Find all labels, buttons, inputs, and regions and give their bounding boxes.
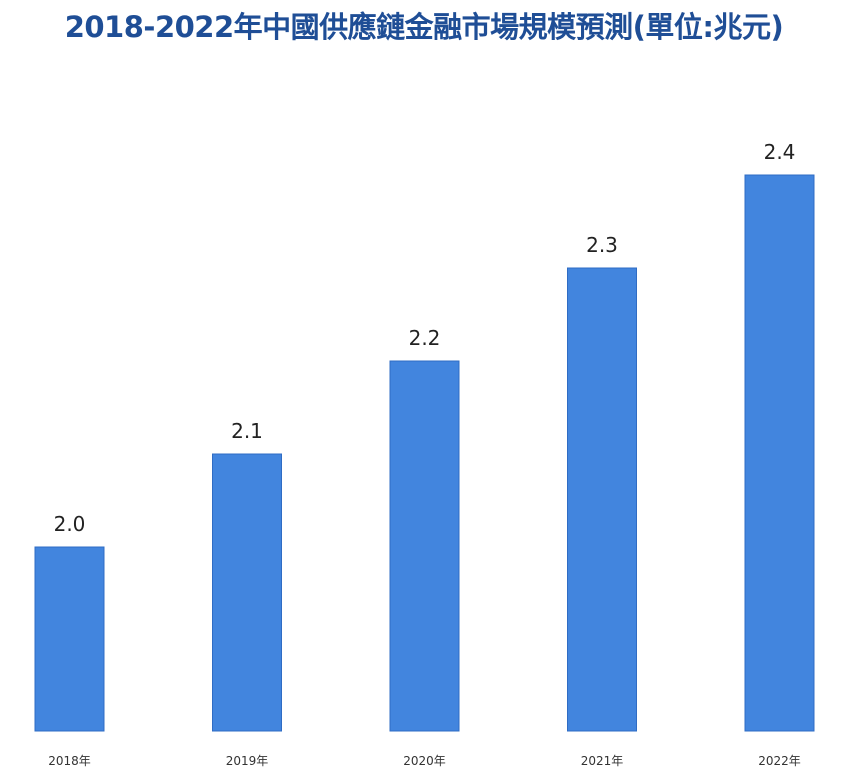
data-label-4: 2.4 <box>764 140 796 164</box>
bar-1 <box>212 453 282 732</box>
x-tick-label-2: 2020年 <box>403 754 446 768</box>
x-tick-label-4: 2022年 <box>758 754 801 768</box>
bar-2 <box>389 360 460 732</box>
data-label-3: 2.3 <box>586 233 618 257</box>
data-labels-layer: 2.0 2.1 2.2 2.3 2.4 <box>54 140 796 536</box>
bar-3 <box>567 267 637 732</box>
data-label-2: 2.2 <box>409 326 441 350</box>
x-tick-labels-layer: 2018年 2019年 2020年 2021年 2022年 <box>48 754 801 768</box>
x-tick-label-1: 2019年 <box>226 754 269 768</box>
chart-title: 2018-2022年中國供應鏈金融市場規模預測(單位:兆元) <box>64 10 784 44</box>
bar-0 <box>34 546 105 732</box>
data-label-0: 2.0 <box>54 512 86 536</box>
x-tick-label-0: 2018年 <box>48 754 91 768</box>
bars-layer <box>34 174 815 732</box>
x-tick-label-3: 2021年 <box>581 754 624 768</box>
data-label-1: 2.1 <box>231 419 263 443</box>
bar-4 <box>744 174 815 732</box>
